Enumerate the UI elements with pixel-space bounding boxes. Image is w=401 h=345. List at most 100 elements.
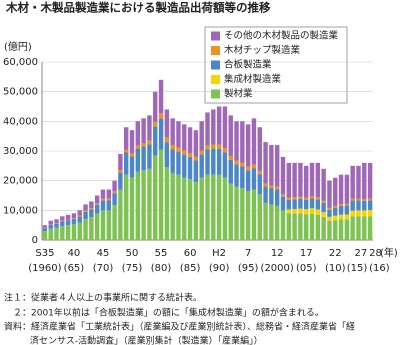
legend-label: 集成材製造業 — [224, 73, 282, 85]
bar-segment — [123, 149, 129, 153]
bar-segment — [182, 150, 187, 155]
legend-label: その他の木材製品の製造業 — [224, 30, 339, 42]
bar-segment — [164, 167, 170, 240]
bar-segment — [89, 201, 94, 209]
x-tick-label: 50 — [126, 248, 139, 259]
bar-segment — [48, 224, 53, 229]
bar-segment — [333, 177, 338, 206]
x-tick-sublabel: (2000) — [261, 263, 294, 274]
bar-segment — [298, 213, 303, 240]
bar-segment — [216, 106, 222, 145]
bar-segment — [176, 151, 181, 175]
y-axis-label: (億円) — [4, 40, 32, 53]
bar-segment — [240, 162, 245, 167]
bar-segment — [129, 153, 135, 157]
bar-segment — [304, 209, 309, 215]
bar-segment — [304, 165, 309, 198]
bar-segment — [245, 191, 251, 240]
bar-segment — [129, 156, 135, 178]
bar-segment — [228, 115, 233, 157]
bar-segment — [327, 180, 332, 208]
bar-segment — [269, 204, 274, 240]
bar-segment — [350, 198, 355, 201]
bar-segment — [170, 149, 175, 174]
bar-segment — [321, 200, 326, 203]
bar-segment — [205, 112, 210, 146]
bar-segment — [65, 214, 71, 220]
bar-segment — [106, 200, 111, 211]
bar-segment — [77, 216, 82, 223]
bar-segment — [356, 210, 361, 217]
bar-segment — [228, 159, 233, 184]
x-tick-label: 7 — [245, 248, 251, 259]
bar-segment — [123, 127, 129, 150]
x-tick-label: 17 — [300, 248, 313, 259]
bar-segment — [356, 200, 361, 211]
bar-segment — [135, 145, 141, 149]
bar-segment — [327, 216, 332, 221]
x-tick-sublabel: (80) — [151, 263, 172, 274]
x-tick-sublabel: (75) — [122, 263, 143, 274]
bar-segment — [309, 162, 315, 197]
bar-segment — [199, 150, 204, 155]
bar-segment — [338, 204, 344, 206]
bar-segment — [367, 198, 373, 201]
bar-segment — [106, 210, 111, 240]
bar-segment — [245, 166, 251, 171]
bar-segment — [158, 118, 164, 150]
bar-segment — [112, 204, 117, 240]
bar-segment — [263, 186, 268, 203]
bar-segment — [211, 174, 216, 240]
bar-segment — [251, 164, 257, 169]
y-tick-label: 10,000 — [3, 205, 38, 216]
bar-segment — [234, 164, 239, 187]
bar-segment — [315, 197, 321, 200]
bar-segment — [164, 137, 170, 143]
y-tick-label: 50,000 — [3, 87, 38, 98]
bar-segment — [60, 221, 65, 227]
bar-segment — [286, 199, 292, 210]
bar-segment — [106, 189, 111, 199]
bar-segment — [65, 219, 71, 221]
bar-segment — [350, 210, 355, 217]
x-tick-sublabel: (15) — [347, 263, 368, 274]
bar-segment — [83, 218, 88, 240]
bar-segment — [158, 113, 164, 119]
bar-segment — [216, 144, 222, 149]
x-tick-label: 55 — [155, 248, 168, 259]
x-tick-label: 27 — [355, 248, 368, 259]
note: 資料：経済産業省「工業統計表」（産業編及び産業別統計表）、総務省・経済産業省「経 — [4, 321, 355, 333]
legend-swatch — [211, 75, 220, 84]
bar-segment — [199, 154, 204, 178]
bar-segment — [304, 199, 309, 210]
bar-segment — [245, 170, 251, 192]
x-tick-label: 12 — [271, 248, 284, 259]
bar-segment — [298, 198, 303, 209]
bar-segment — [251, 189, 257, 240]
bar-segment — [77, 210, 82, 216]
bar-segment — [170, 173, 175, 240]
legend-swatch — [211, 60, 220, 70]
bar-segment — [176, 121, 181, 148]
bar-segment — [164, 142, 170, 168]
bar-segment — [257, 174, 262, 195]
x-tick-sublabel: (1960) — [28, 263, 61, 274]
bar-segment — [315, 199, 321, 210]
bar-segment — [48, 220, 53, 225]
bar-segment — [367, 200, 373, 211]
bar-segment — [187, 156, 193, 180]
bar-segment — [71, 224, 77, 240]
bar-segment — [356, 198, 361, 201]
bar-segment — [60, 216, 65, 221]
bar-segment — [292, 213, 297, 240]
bar-segment — [309, 213, 315, 240]
bar-segment — [123, 174, 129, 240]
bar-segment — [182, 154, 187, 178]
bar-segment — [170, 145, 175, 150]
bar-segment — [362, 210, 367, 217]
bar-segment — [234, 160, 239, 165]
bar-segment — [60, 226, 65, 240]
bar-segment — [280, 210, 286, 240]
bar-segment — [141, 170, 146, 240]
bar-segment — [269, 188, 274, 205]
